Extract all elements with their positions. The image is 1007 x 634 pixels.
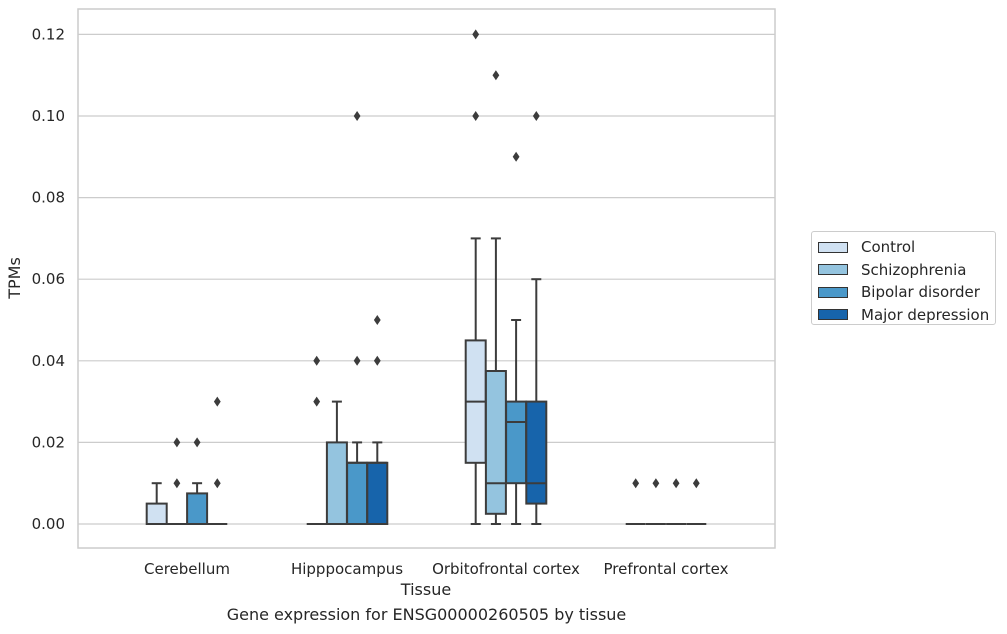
x-tick-label: Cerebellum xyxy=(144,560,230,578)
legend: Control Schizophrenia Bipolar disorder M… xyxy=(811,231,996,325)
outlier-point xyxy=(472,111,480,121)
boxes xyxy=(145,29,707,526)
x-axis-title: Tissue xyxy=(400,580,451,599)
legend-swatch-major-depression xyxy=(818,309,848,321)
box xyxy=(186,437,209,525)
outlier-point xyxy=(532,111,540,121)
box xyxy=(645,478,666,525)
plot-area xyxy=(77,8,776,549)
outlier-point xyxy=(632,478,640,489)
outlier-point xyxy=(173,478,181,489)
box xyxy=(525,111,548,525)
outlier-point xyxy=(692,478,700,489)
legend-swatch-bipolar-disorder xyxy=(818,286,848,298)
y-tick-label: 0.08 xyxy=(32,189,65,207)
box-body xyxy=(145,502,168,526)
box xyxy=(686,478,707,525)
box xyxy=(166,437,187,525)
outlier-point xyxy=(213,396,221,407)
x-tick-label: Hipppocampus xyxy=(291,560,403,578)
outlier-point xyxy=(373,355,381,366)
legend-item-schizophrenia: Schizophrenia xyxy=(818,259,995,282)
outlier-point xyxy=(672,478,680,489)
outlier-point xyxy=(353,111,361,121)
legend-label-control: Control xyxy=(861,238,916,257)
box-body xyxy=(366,461,389,525)
box xyxy=(366,315,389,525)
legend-item-control: Control xyxy=(818,236,995,259)
box-body xyxy=(484,370,507,515)
legend-label-schizophrenia: Schizophrenia xyxy=(861,260,967,279)
box xyxy=(346,111,369,525)
box xyxy=(207,396,228,525)
outlier-point xyxy=(313,355,321,366)
outlier-point xyxy=(353,355,361,366)
y-tick-label: 0.12 xyxy=(32,25,65,43)
box xyxy=(666,478,687,525)
y-tick-label: 0.06 xyxy=(32,270,65,288)
y-tick-label: 0.04 xyxy=(32,352,65,370)
legend-item-bipolar-disorder: Bipolar disorder xyxy=(818,281,995,304)
outlier-point xyxy=(652,478,660,489)
outlier-point xyxy=(373,315,381,325)
legend-swatch-schizophrenia xyxy=(818,264,848,276)
outlier-point xyxy=(512,151,520,162)
x-tick-labels: Cerebellum Hipppocampus Orbitofrontal cort… xyxy=(144,560,729,578)
legend-swatch-control xyxy=(818,241,848,253)
outlier-point xyxy=(313,396,321,407)
legend-label-bipolar-disorder: Bipolar disorder xyxy=(861,283,980,302)
box-body xyxy=(325,441,348,525)
box xyxy=(625,478,646,525)
box xyxy=(145,482,168,526)
box-body xyxy=(505,400,528,485)
box xyxy=(505,151,528,525)
y-tick-label: 0.00 xyxy=(32,515,65,533)
outlier-point xyxy=(492,70,500,81)
box xyxy=(306,355,327,525)
y-tick-labels: 0.00 0.02 0.04 0.06 0.08 0.10 0.12 xyxy=(32,25,65,533)
y-tick-label: 0.10 xyxy=(32,107,65,125)
outlier-point xyxy=(213,478,221,489)
legend-label-major-depression: Major depression xyxy=(861,305,990,324)
y-axis-title: TPMs xyxy=(5,257,24,300)
chart-caption: Gene expression for ENSG00000260505 by t… xyxy=(226,605,627,624)
box xyxy=(464,29,487,525)
box xyxy=(325,400,348,525)
box-body xyxy=(346,461,369,525)
x-tick-label: Prefrontal cortex xyxy=(604,560,729,578)
box-body xyxy=(186,492,209,525)
x-tick-label: Orbitofrontal cortex xyxy=(432,560,580,578)
legend-item-major-depression: Major depression xyxy=(818,304,995,327)
outlier-point xyxy=(173,437,181,448)
y-tick-label: 0.02 xyxy=(32,433,65,451)
outlier-point xyxy=(472,29,480,40)
outlier-point xyxy=(193,437,201,448)
box-body xyxy=(525,400,548,505)
